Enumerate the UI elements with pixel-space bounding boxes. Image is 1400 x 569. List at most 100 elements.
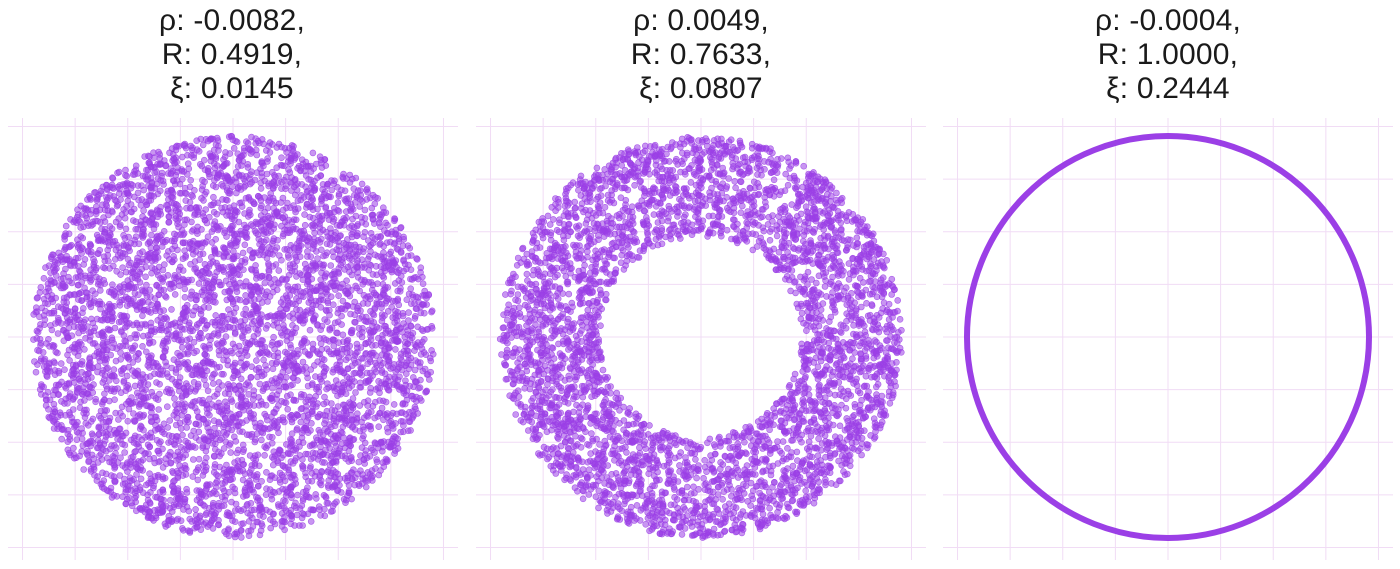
scatter-point: [309, 506, 317, 514]
scatter-point: [268, 433, 276, 441]
scatter-point: [191, 187, 198, 194]
scatter-point: [304, 414, 312, 421]
scatter-point: [282, 441, 290, 448]
scatter-point: [131, 289, 139, 297]
scatter-point: [284, 463, 292, 471]
scatter-point: [159, 473, 166, 481]
scatter-point: [324, 427, 332, 435]
scatter-point: [386, 419, 393, 427]
scatter-point: [308, 284, 316, 292]
scatter-point: [62, 222, 70, 230]
scatter-point: [358, 355, 365, 362]
scatter-point: [151, 459, 158, 467]
scatter-point: [375, 334, 382, 342]
scatter-point: [151, 370, 158, 378]
scatter-point: [335, 415, 343, 422]
scatter-point: [206, 150, 214, 157]
scatter-point: [397, 350, 405, 358]
scatter-point: [334, 318, 342, 326]
scatter-point: [339, 297, 347, 305]
scatter-point: [131, 417, 139, 425]
scatter-point: [378, 369, 386, 376]
scatter-point: [215, 171, 222, 178]
scatter-point: [343, 337, 351, 345]
scatter-point: [283, 246, 291, 253]
scatter-point: [112, 218, 120, 226]
scatter-point: [115, 244, 123, 252]
scatter-point: [193, 137, 200, 144]
scatter-point: [159, 464, 167, 471]
scatter-point: [234, 236, 242, 243]
scatter-point: [265, 273, 273, 281]
scatter-point: [201, 156, 208, 164]
scatter-point: [267, 280, 275, 287]
scatter-point: [171, 395, 178, 402]
scatter-point: [183, 416, 191, 424]
scatter-point: [142, 322, 150, 329]
scatter-point: [109, 281, 116, 289]
scatter-point: [362, 483, 370, 491]
scatter-point: [294, 367, 302, 375]
scatter-point: [395, 364, 403, 371]
scatter-point: [366, 452, 374, 460]
scatter-point: [274, 450, 282, 458]
scatter-point: [283, 392, 291, 400]
scatter-point: [79, 309, 86, 317]
scatter-point: [319, 261, 326, 269]
scatter-point: [299, 358, 307, 366]
scatter-point: [263, 485, 270, 493]
scatter-point: [159, 445, 166, 453]
scatter-point: [60, 326, 67, 334]
scatter-point: [229, 136, 237, 143]
scatter-point: [32, 368, 40, 376]
scatter-point: [392, 226, 400, 234]
scatter-point: [384, 362, 392, 370]
scatter-point: [277, 374, 285, 381]
scatter-point: [315, 350, 322, 358]
scatter-point: [381, 227, 388, 234]
scatter-point: [85, 457, 93, 465]
scatter-point: [288, 494, 295, 502]
scatter-point: [157, 275, 164, 282]
scatter-point: [175, 400, 182, 408]
scatter-point: [158, 324, 166, 332]
scatter-point: [129, 182, 136, 189]
scatter-point: [206, 270, 213, 278]
scatter-point: [342, 197, 350, 205]
scatter-point: [203, 454, 210, 462]
scatter-point: [67, 308, 75, 316]
scatter-point: [223, 471, 230, 479]
scatter-point: [234, 252, 241, 260]
scatter-point: [144, 240, 152, 247]
scatter-point: [144, 252, 151, 260]
scatter-point: [172, 369, 180, 376]
scatter-point: [41, 299, 49, 307]
scatter-point: [289, 321, 296, 329]
scatter-point: [170, 487, 178, 495]
scatter-point: [231, 209, 239, 216]
scatter-point: [348, 382, 356, 389]
scatter-point: [348, 416, 355, 423]
scatter-point: [150, 164, 157, 171]
scatter-point: [226, 287, 233, 295]
scatter-point: [159, 342, 166, 349]
scatter-point: [413, 393, 420, 401]
scatter-point: [77, 202, 85, 210]
scatter-point: [184, 359, 192, 366]
scatter-point: [338, 387, 346, 394]
scatter-point: [54, 314, 62, 322]
scatter-point: [108, 334, 116, 342]
scatter-point: [286, 169, 294, 176]
scatter-point: [195, 437, 203, 444]
scatter-point: [143, 281, 150, 289]
scatter-point: [367, 384, 375, 392]
scatter-point: [243, 417, 250, 424]
scatter-point: [254, 305, 261, 312]
scatter-point: [275, 429, 282, 437]
scatter-point: [124, 482, 131, 490]
scatter-point: [379, 443, 387, 451]
scatter-point: [322, 252, 330, 259]
scatter-point: [112, 409, 119, 417]
scatter-point: [318, 164, 326, 171]
scatter-point: [309, 340, 317, 348]
